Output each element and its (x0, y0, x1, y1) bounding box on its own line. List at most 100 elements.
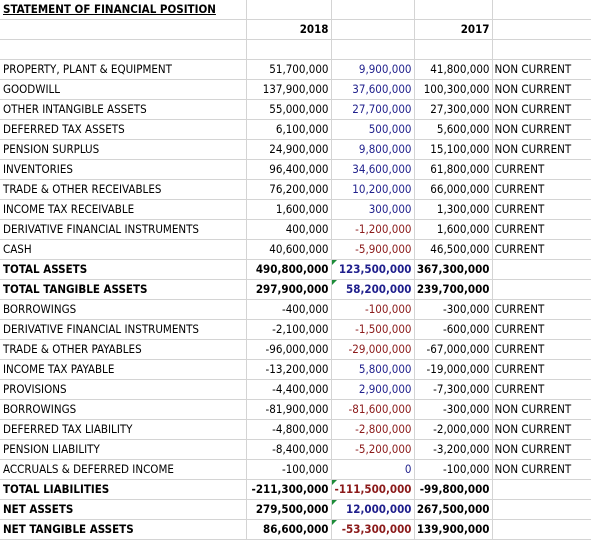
line-item-label[interactable]: GOODWILL (0, 79, 247, 100)
line-item-label[interactable]: TOTAL ASSETS (0, 259, 247, 280)
line-item-label[interactable]: INVENTORIES (0, 159, 247, 180)
change-cell[interactable]: 500,000 (331, 119, 415, 140)
classification-cell[interactable]: CURRENT (492, 319, 591, 340)
value-2017-cell[interactable]: 27,300,000 (414, 99, 493, 120)
classification-cell[interactable]: CURRENT (492, 359, 591, 380)
change-cell[interactable]: -1,500,000 (331, 319, 415, 340)
value-2017-cell[interactable]: 46,500,000 (414, 239, 493, 260)
change-cell[interactable]: 34,600,000 (331, 159, 415, 180)
line-item-label[interactable]: PENSION SURPLUS (0, 139, 247, 160)
line-item-label[interactable]: TOTAL TANGIBLE ASSETS (0, 279, 247, 300)
line-item-label[interactable]: NET TANGIBLE ASSETS (0, 519, 247, 540)
line-item-label[interactable]: DEFERRED TAX LIABILITY (0, 419, 247, 440)
line-item-label[interactable]: OTHER INTANGIBLE ASSETS (0, 99, 247, 120)
change-cell[interactable]: 27,700,000 (331, 99, 415, 120)
value-2017-cell[interactable]: 100,300,000 (414, 79, 493, 100)
value-2017-cell[interactable]: -19,000,000 (414, 359, 493, 380)
empty-cell[interactable] (492, 19, 591, 40)
empty-cell[interactable] (246, 0, 332, 20)
change-cell[interactable]: -2,800,000 (331, 419, 415, 440)
value-2018-cell[interactable]: 40,600,000 (246, 239, 332, 260)
change-cell[interactable]: -100,000 (331, 299, 415, 320)
change-cell[interactable]: -5,900,000 (331, 239, 415, 260)
change-cell[interactable]: 9,900,000 (331, 59, 415, 80)
change-cell[interactable]: 12,000,000 (331, 499, 415, 520)
line-item-label[interactable]: TOTAL LIABILITIES (0, 479, 247, 500)
line-item-label[interactable]: DERIVATIVE FINANCIAL INSTRUMENTS (0, 219, 247, 240)
line-item-label[interactable]: DERIVATIVE FINANCIAL INSTRUMENTS (0, 319, 247, 340)
value-2018-cell[interactable]: -96,000,000 (246, 339, 332, 360)
year-2017-header[interactable]: 2017 (414, 19, 493, 40)
value-2018-cell[interactable]: 137,900,000 (246, 79, 332, 100)
classification-cell[interactable]: NON CURRENT (492, 459, 591, 480)
change-cell[interactable]: 0 (331, 459, 415, 480)
value-2018-cell[interactable]: -4,800,000 (246, 419, 332, 440)
empty-cell[interactable] (331, 0, 415, 20)
line-item-label[interactable]: CASH (0, 239, 247, 260)
change-cell[interactable]: 300,000 (331, 199, 415, 220)
empty-cell[interactable] (492, 39, 591, 60)
change-cell[interactable]: -111,500,000 (331, 479, 415, 500)
empty-cell[interactable] (0, 19, 247, 40)
classification-cell[interactable] (492, 519, 591, 540)
classification-cell[interactable]: CURRENT (492, 219, 591, 240)
classification-cell[interactable]: CURRENT (492, 159, 591, 180)
line-item-label[interactable]: INCOME TAX PAYABLE (0, 359, 247, 380)
line-item-label[interactable]: PENSION LIABILITY (0, 439, 247, 460)
value-2017-cell[interactable]: 1,300,000 (414, 199, 493, 220)
value-2018-cell[interactable]: -81,900,000 (246, 399, 332, 420)
classification-cell[interactable]: NON CURRENT (492, 119, 591, 140)
line-item-label[interactable]: INCOME TAX RECEIVABLE (0, 199, 247, 220)
value-2017-cell[interactable]: -7,300,000 (414, 379, 493, 400)
classification-cell[interactable]: CURRENT (492, 199, 591, 220)
value-2018-cell[interactable]: 55,000,000 (246, 99, 332, 120)
value-2018-cell[interactable]: -2,100,000 (246, 319, 332, 340)
value-2018-cell[interactable]: 490,800,000 (246, 259, 332, 280)
change-cell[interactable]: 58,200,000 (331, 279, 415, 300)
value-2018-cell[interactable]: 96,400,000 (246, 159, 332, 180)
value-2018-cell[interactable]: 51,700,000 (246, 59, 332, 80)
value-2018-cell[interactable]: 24,900,000 (246, 139, 332, 160)
value-2017-cell[interactable]: -300,000 (414, 399, 493, 420)
line-item-label[interactable]: PROVISIONS (0, 379, 247, 400)
change-cell[interactable]: -29,000,000 (331, 339, 415, 360)
value-2018-cell[interactable]: 279,500,000 (246, 499, 332, 520)
value-2018-cell[interactable]: 297,900,000 (246, 279, 332, 300)
value-2017-cell[interactable]: 66,000,000 (414, 179, 493, 200)
value-2018-cell[interactable]: 400,000 (246, 219, 332, 240)
value-2017-cell[interactable]: 41,800,000 (414, 59, 493, 80)
change-cell[interactable]: 123,500,000 (331, 259, 415, 280)
classification-cell[interactable]: NON CURRENT (492, 99, 591, 120)
value-2017-cell[interactable]: 15,100,000 (414, 139, 493, 160)
value-2017-cell[interactable]: 267,500,000 (414, 499, 493, 520)
change-cell[interactable]: -5,200,000 (331, 439, 415, 460)
value-2018-cell[interactable]: 76,200,000 (246, 179, 332, 200)
empty-cell[interactable] (246, 39, 332, 60)
classification-cell[interactable]: CURRENT (492, 179, 591, 200)
value-2017-cell[interactable]: -100,000 (414, 459, 493, 480)
value-2018-cell[interactable]: -211,300,000 (246, 479, 332, 500)
value-2017-cell[interactable]: -99,800,000 (414, 479, 493, 500)
line-item-label[interactable]: TRADE & OTHER RECEIVABLES (0, 179, 247, 200)
change-cell[interactable]: 10,200,000 (331, 179, 415, 200)
change-cell[interactable]: 37,600,000 (331, 79, 415, 100)
value-2017-cell[interactable]: 367,300,000 (414, 259, 493, 280)
empty-cell[interactable] (414, 0, 493, 20)
value-2017-cell[interactable]: 5,600,000 (414, 119, 493, 140)
classification-cell[interactable]: NON CURRENT (492, 439, 591, 460)
value-2018-cell[interactable]: -8,400,000 (246, 439, 332, 460)
value-2018-cell[interactable]: 6,100,000 (246, 119, 332, 140)
empty-cell[interactable] (414, 39, 493, 60)
change-cell[interactable]: 2,900,000 (331, 379, 415, 400)
line-item-label[interactable]: PROPERTY, PLANT & EQUIPMENT (0, 59, 247, 80)
change-cell[interactable]: 5,800,000 (331, 359, 415, 380)
classification-cell[interactable]: NON CURRENT (492, 399, 591, 420)
value-2018-cell[interactable]: -13,200,000 (246, 359, 332, 380)
value-2017-cell[interactable]: -2,000,000 (414, 419, 493, 440)
classification-cell[interactable]: CURRENT (492, 299, 591, 320)
classification-cell[interactable]: CURRENT (492, 239, 591, 260)
value-2018-cell[interactable]: -400,000 (246, 299, 332, 320)
year-2018-header[interactable]: 2018 (246, 19, 332, 40)
value-2017-cell[interactable]: 239,700,000 (414, 279, 493, 300)
empty-cell[interactable] (331, 39, 415, 60)
